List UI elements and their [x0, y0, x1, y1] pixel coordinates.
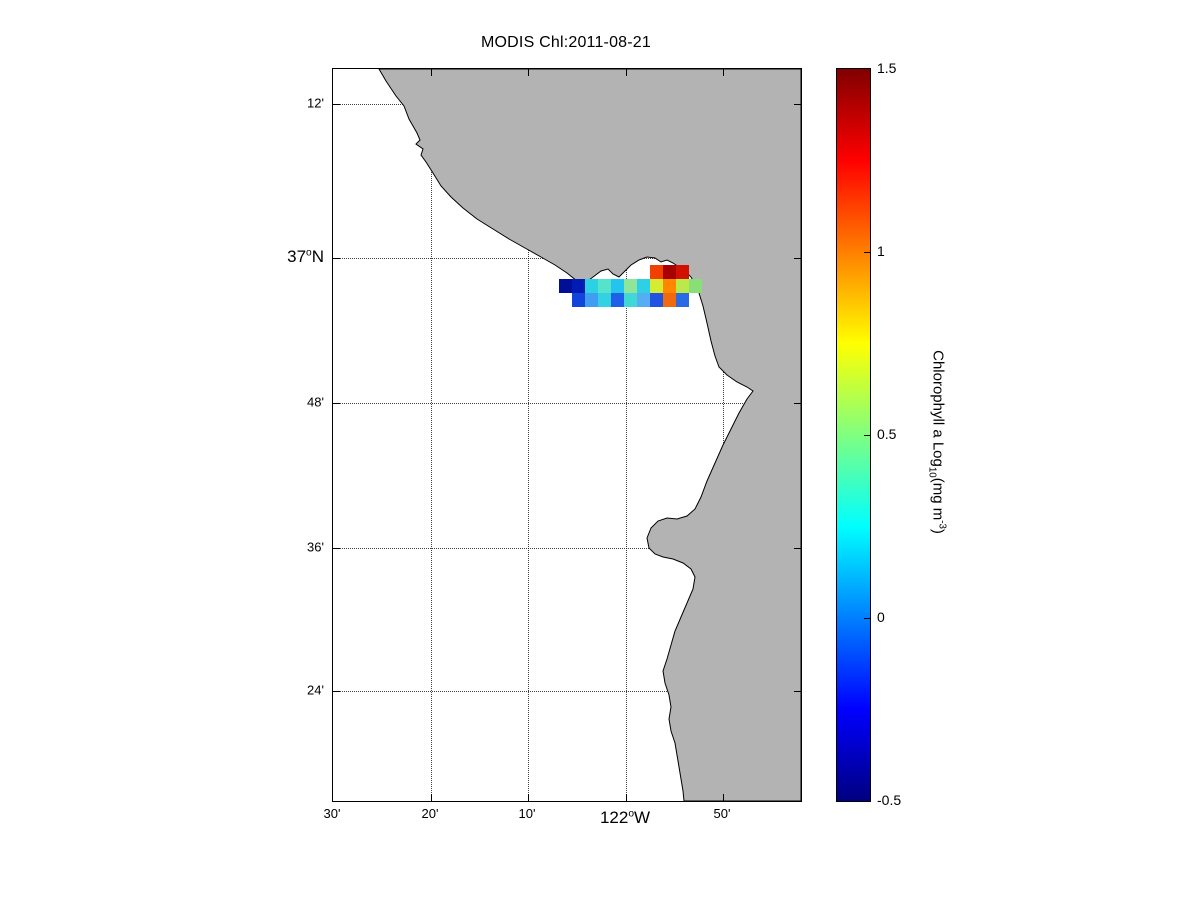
units-exponent: -3 — [936, 520, 948, 529]
chl-pixel — [624, 279, 637, 293]
colorbar-axis-label: Chlorophyll a Log10(mg m-3) — [926, 350, 948, 534]
x-tickmark — [431, 794, 432, 801]
degree-symbol: o — [306, 247, 312, 259]
x-tick-label: 30' — [323, 806, 341, 821]
y-tickmark — [794, 403, 801, 404]
y-tickmark — [333, 258, 340, 259]
y-tick-label-major: 37oN — [234, 247, 324, 267]
lat-deg-num: 37 — [287, 247, 307, 266]
chl-pixel — [663, 279, 676, 293]
chl-pixel — [650, 293, 663, 307]
colorbar-tick-label: 1.5 — [877, 60, 897, 76]
chl-pixel — [637, 293, 650, 307]
chl-pixel — [663, 265, 676, 279]
y-tick-label: 12' — [307, 95, 324, 111]
y-tickmark — [333, 403, 340, 404]
chl-pixels — [333, 69, 801, 801]
chl-pixel — [611, 279, 624, 293]
chl-pixel — [559, 279, 572, 293]
colorbar-tick-label: 0.5 — [877, 426, 897, 442]
chl-pixel — [624, 293, 637, 307]
colorbar-tickmark — [864, 618, 870, 619]
y-tickmark — [333, 104, 340, 105]
grid-line-v — [431, 69, 432, 801]
y-tickmark — [333, 691, 340, 692]
x-tickmark — [431, 69, 432, 76]
x-tickmark — [626, 794, 627, 801]
chl-pixel — [650, 279, 663, 293]
chl-pixel — [676, 265, 689, 279]
grid-line-v — [723, 69, 724, 801]
plot-title: MODIS Chl:2011-08-21 — [481, 34, 651, 51]
x-tickmark — [528, 794, 529, 801]
x-tick-label: 10' — [518, 806, 536, 821]
chl-pixel — [585, 293, 598, 307]
chl-pixel — [572, 279, 585, 293]
land-polygon — [378, 69, 801, 801]
chl-pixel — [676, 293, 689, 307]
chl-pixel — [611, 293, 624, 307]
x-tickmark — [723, 69, 724, 76]
chl-pixel — [598, 293, 611, 307]
y-tick-label: 24' — [307, 682, 324, 698]
y-tickmark — [333, 548, 340, 549]
chl-pixel — [637, 279, 650, 293]
x-tickmark — [626, 69, 627, 76]
chl-pixel — [598, 279, 611, 293]
colorbar-tickmark — [864, 252, 870, 253]
colorbar — [836, 68, 871, 802]
y-tick-label: 48' — [307, 394, 324, 410]
lat-hemisphere: N — [311, 247, 324, 266]
x-tickmark — [528, 69, 529, 76]
degree-symbol: o — [628, 808, 634, 820]
y-tickmark — [794, 548, 801, 549]
colorbar-tick-label: 1 — [877, 243, 885, 259]
colorbar-label-units: (mg m — [929, 477, 947, 521]
y-tickmark — [794, 258, 801, 259]
colorbar-label-text: Chlorophyll a Log — [929, 350, 947, 467]
log-subscript: 10 — [926, 466, 938, 478]
colorbar-tickmark — [864, 435, 870, 436]
grid-line-v — [528, 69, 529, 801]
grid-line-v — [626, 69, 627, 801]
colorbar-tick-label: -0.5 — [877, 792, 902, 808]
chl-pixel — [663, 293, 676, 307]
chl-pixel — [572, 293, 585, 307]
chl-pixel — [676, 279, 689, 293]
chl-pixel — [689, 279, 702, 293]
chl-pixel — [585, 279, 598, 293]
map-axes — [332, 68, 802, 802]
y-tickmark — [794, 104, 801, 105]
x-tick-label-major: 122oW — [600, 808, 650, 828]
colorbar-tick-label: 0 — [877, 609, 885, 625]
chl-pixel — [650, 265, 663, 279]
colorbar-label-close: ) — [929, 528, 947, 534]
lon-deg-num: 122 — [599, 808, 629, 827]
y-tick-label: 36' — [307, 539, 324, 555]
lon-hemisphere: W — [634, 808, 651, 827]
x-tick-label: 20' — [421, 806, 439, 821]
grid-line-h — [333, 403, 801, 404]
x-tick-label: 50' — [713, 806, 731, 821]
grid-line-h — [333, 691, 801, 692]
x-tickmark — [723, 794, 724, 801]
y-tickmark — [794, 691, 801, 692]
grid-line-h — [333, 548, 801, 549]
